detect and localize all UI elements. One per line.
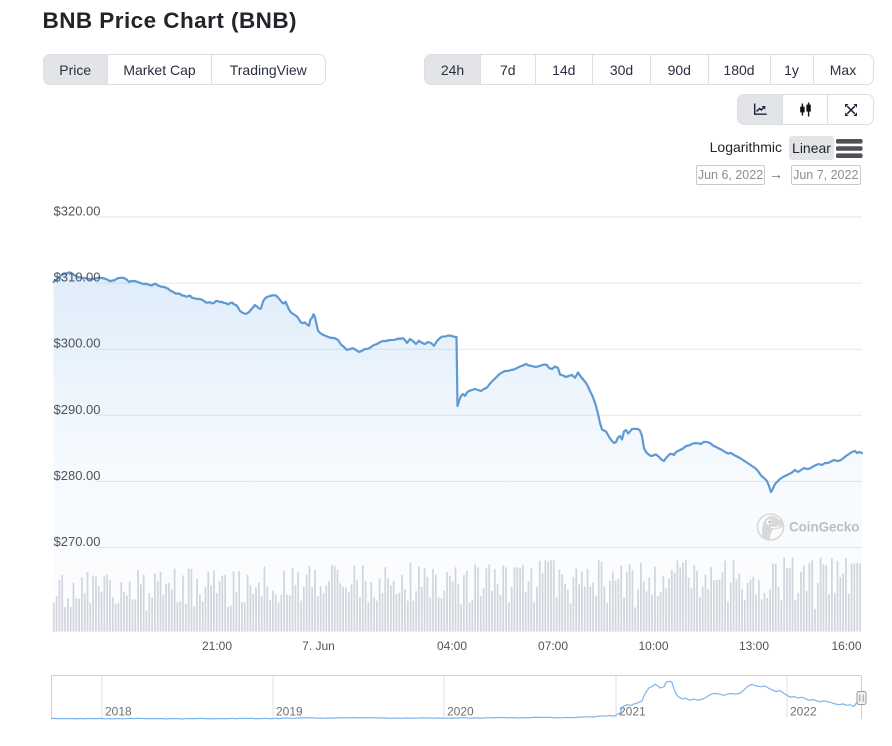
svg-text:2022: 2022 xyxy=(790,705,817,719)
svg-text:2020: 2020 xyxy=(447,705,474,719)
svg-text:10:00: 10:00 xyxy=(638,639,668,653)
svg-text:CoinGecko: CoinGecko xyxy=(789,520,859,535)
svg-text:07:00: 07:00 xyxy=(538,639,568,653)
svg-text:7. Jun: 7. Jun xyxy=(302,639,335,653)
svg-text:$290.00: $290.00 xyxy=(54,402,101,417)
svg-text:2019: 2019 xyxy=(276,705,303,719)
svg-text:2021: 2021 xyxy=(619,705,646,719)
svg-text:$310.00: $310.00 xyxy=(54,270,101,285)
svg-text:21:00: 21:00 xyxy=(202,639,232,653)
svg-text:2018: 2018 xyxy=(105,705,132,719)
svg-text:13:00: 13:00 xyxy=(739,639,769,653)
svg-text:$320.00: $320.00 xyxy=(54,204,101,219)
svg-text:$300.00: $300.00 xyxy=(54,336,101,351)
svg-text:16:00: 16:00 xyxy=(831,639,861,653)
svg-text:$280.00: $280.00 xyxy=(54,468,101,483)
svg-text:04:00: 04:00 xyxy=(437,639,467,653)
svg-text:$270.00: $270.00 xyxy=(54,534,101,549)
